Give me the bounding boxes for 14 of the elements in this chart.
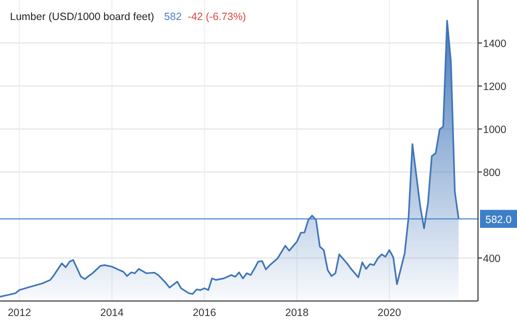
y-tick-label: 400 <box>483 253 501 265</box>
annotation: -42 (-6.73%) <box>188 11 246 23</box>
y-tick-label: 1200 <box>483 81 507 93</box>
y-tick-label: 800 <box>483 167 501 179</box>
y-tick-label: 1400 <box>483 38 507 50</box>
ref-line-label: 582.0 <box>485 214 512 226</box>
x-tick-label: 2020 <box>378 307 402 319</box>
y-tick-label: 1000 <box>483 124 507 136</box>
x-tick-label: 2014 <box>100 307 124 319</box>
x-tick-label: 2012 <box>8 307 32 319</box>
x-tick-label: 2018 <box>285 307 309 319</box>
text: Lumber (USD/1000 board feet) <box>10 11 154 23</box>
x-tick-label: 2016 <box>192 307 216 319</box>
annotation: 582 <box>164 11 182 23</box>
